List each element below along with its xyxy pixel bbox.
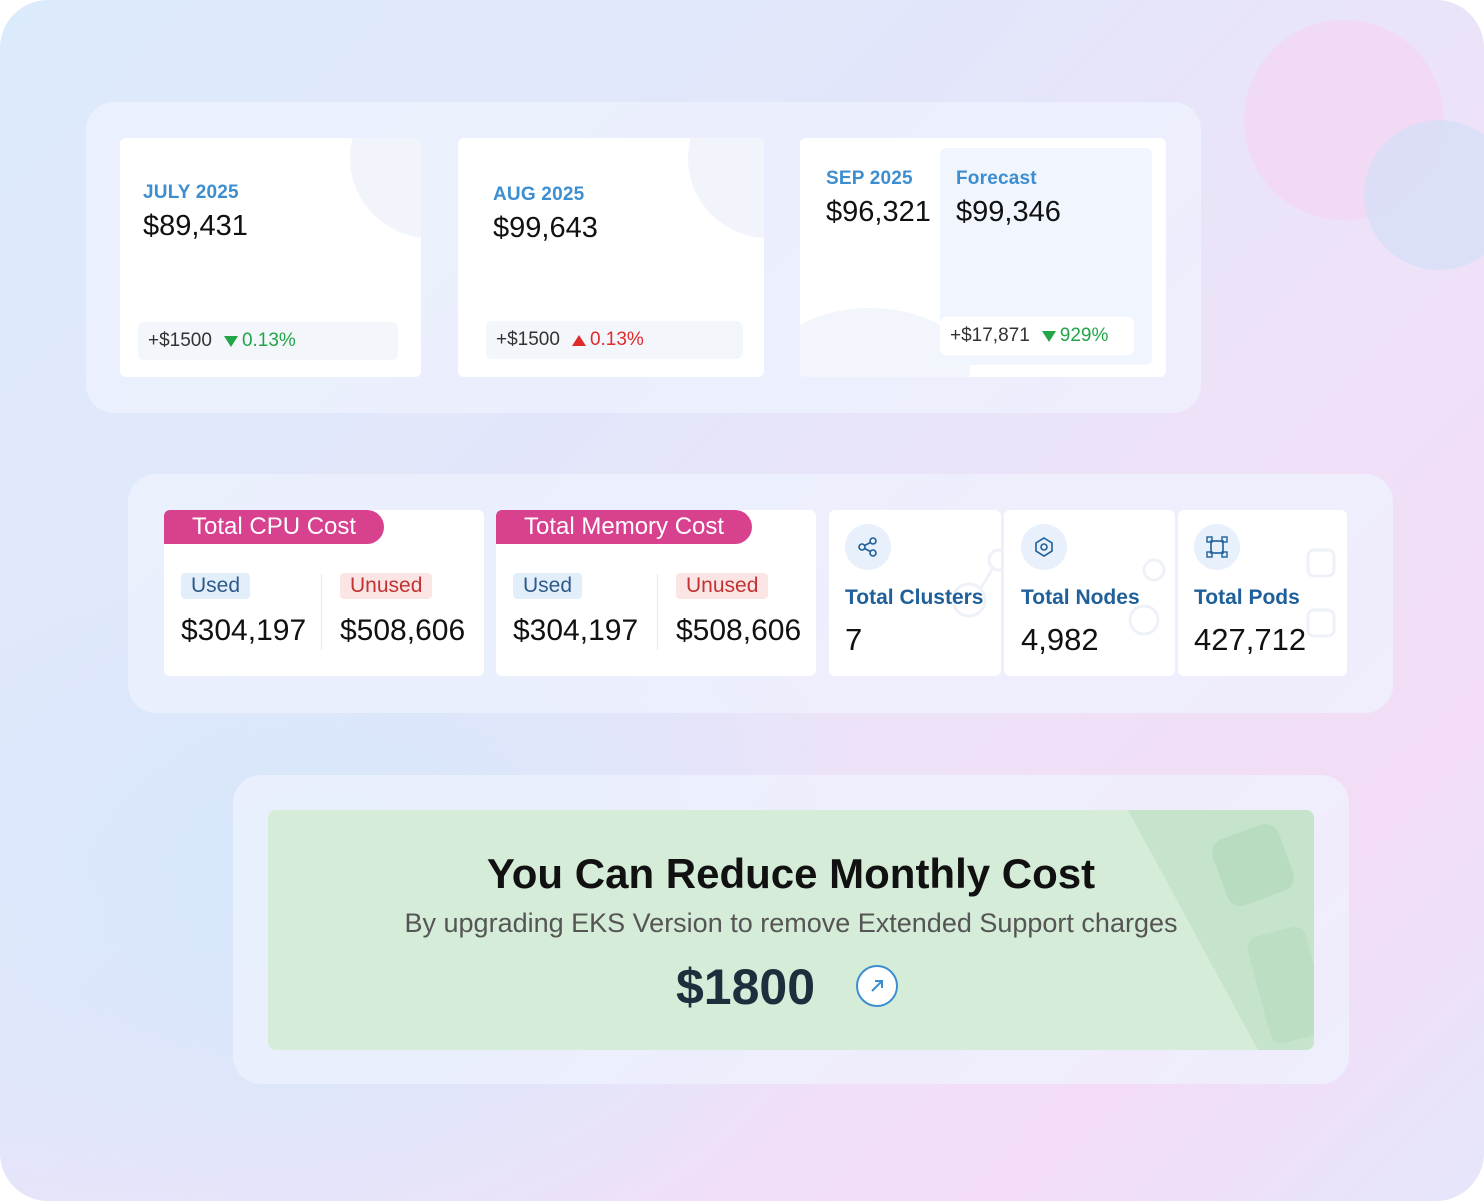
delta-box: +$1500 0.13% bbox=[486, 321, 743, 359]
delta-value: +$1500 bbox=[496, 329, 560, 350]
divider bbox=[321, 574, 322, 650]
monthly-cost-panel: JULY 2025 $89,431 +$1500 0.13% AUG 2025 … bbox=[86, 102, 1201, 413]
used-badge: Used bbox=[513, 573, 583, 599]
nodes-icon bbox=[1021, 524, 1067, 570]
month-label: SEP 2025 bbox=[826, 168, 913, 189]
stat-label: Total Pods bbox=[1194, 586, 1300, 609]
stat-label: Total Clusters bbox=[845, 586, 984, 609]
divider bbox=[657, 574, 658, 650]
cpu-cost-card[interactable]: Total CPU Cost Used Unused $304,197 $508… bbox=[164, 510, 484, 676]
banner-title: You Can Reduce Monthly Cost bbox=[486, 850, 1096, 897]
memory-cost-tag: Total Memory Cost bbox=[496, 510, 753, 544]
trend-up-icon bbox=[571, 334, 586, 346]
month-amount: $96,321 bbox=[826, 196, 931, 228]
cluster-icon bbox=[845, 524, 891, 570]
arrow-up-right-icon[interactable] bbox=[856, 965, 898, 1007]
month-label: AUG 2025 bbox=[493, 184, 585, 205]
pods-stat-card[interactable]: Total Pods 427,712 bbox=[1178, 510, 1347, 676]
delta-box: +$1500 0.13% bbox=[138, 322, 398, 360]
clusters-stat-card[interactable]: Total Clusters 7 bbox=[829, 510, 1001, 676]
nodes-stat-card[interactable]: Total Nodes 4,982 bbox=[1004, 510, 1175, 676]
percent-change: 929% bbox=[1059, 325, 1109, 346]
used-value: $304,197 bbox=[513, 614, 639, 647]
used-value: $304,197 bbox=[181, 614, 307, 647]
delta-value: +$1500 bbox=[148, 330, 212, 351]
stat-value: 7 bbox=[845, 622, 863, 657]
banner-subtitle: By upgrading EKS Version to remove Exten… bbox=[404, 908, 1178, 938]
resource-panel: Total CPU Cost Used Unused $304,197 $508… bbox=[128, 474, 1393, 713]
month-amount: $89,431 bbox=[143, 210, 248, 242]
delta-box: +$17,871 929% bbox=[940, 317, 1134, 355]
trend-down-icon bbox=[1041, 330, 1056, 342]
forecast-amount: $99,346 bbox=[956, 196, 1061, 228]
used-badge: Used bbox=[181, 573, 251, 599]
network-decoration bbox=[951, 548, 1001, 618]
unused-badge: Unused bbox=[676, 573, 769, 599]
percent-change: 0.13% bbox=[589, 329, 644, 350]
forecast-label: Forecast bbox=[956, 168, 1037, 189]
stat-label: Total Nodes bbox=[1021, 586, 1140, 609]
aug-cost-card[interactable]: AUG 2025 $99,643 +$1500 0.13% bbox=[458, 138, 764, 377]
savings-amount: $1800 bbox=[676, 959, 816, 1015]
stat-value: 427,712 bbox=[1194, 622, 1307, 657]
july-cost-card[interactable]: JULY 2025 $89,431 +$1500 0.13% bbox=[120, 138, 421, 377]
month-label: JULY 2025 bbox=[143, 182, 239, 203]
memory-cost-card[interactable]: Total Memory Cost Used Unused $304,197 $… bbox=[496, 510, 816, 676]
network-decoration bbox=[1128, 558, 1166, 636]
unused-badge: Unused bbox=[340, 573, 433, 599]
unused-value: $508,606 bbox=[340, 614, 466, 647]
cpu-cost-tag: Total CPU Cost bbox=[164, 510, 385, 544]
savings-banner: You Can Reduce Monthly Cost By upgrading… bbox=[268, 810, 1314, 1050]
unused-value: $508,606 bbox=[676, 614, 802, 647]
month-amount: $99,643 bbox=[493, 212, 598, 244]
delta-value: +$17,871 bbox=[950, 325, 1030, 346]
pods-icon bbox=[1194, 524, 1240, 570]
percent-change: 0.13% bbox=[241, 330, 296, 351]
stat-value: 4,982 bbox=[1021, 622, 1099, 657]
sep-cost-card[interactable]: SEP 2025 $96,321 Forecast $99,346 +$17,8… bbox=[800, 138, 1166, 377]
trend-down-icon bbox=[223, 335, 238, 347]
banner-decoration bbox=[1128, 810, 1314, 1050]
background-blob bbox=[1364, 120, 1484, 270]
network-decoration bbox=[1306, 548, 1336, 638]
forecast-panel: Forecast $99,346 +$17,871 929% bbox=[940, 148, 1152, 365]
